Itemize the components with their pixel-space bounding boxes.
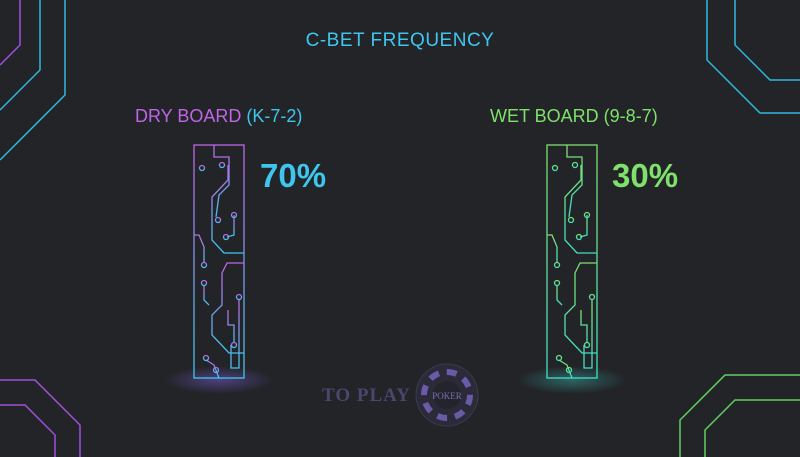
dry-board-cards: (K-7-2) [246,106,303,126]
svg-text:POKER: POKER [432,391,462,401]
circuit-node [212,366,220,374]
circuit-node [583,341,591,349]
wet-bar-glow [517,366,627,394]
circuit-node [551,164,559,172]
circuit-trace [213,145,230,218]
circuit-trace [211,165,244,254]
circuit-trace [547,234,558,263]
circuit-node [230,341,238,349]
circuit-node [588,293,596,301]
circuit-node [198,164,206,172]
circuit-node [553,279,561,287]
circuit-trace [580,310,588,343]
circuit-trace [556,285,563,306]
corner-decoration-bottom-left [0,379,81,457]
watermark-poker-chip-logo: POKER [415,363,479,427]
circuit-node [567,216,575,224]
circuit-trace [558,359,573,379]
dry-board-value-label: 70% [260,157,327,194]
circuit-node [200,279,208,287]
chart-title: C-BET FREQUENCY [305,30,495,51]
circuit-node [565,366,573,374]
circuit-node [555,354,563,362]
circuit-node [575,233,583,241]
watermark-text: TO PLAY [322,385,411,406]
circuit-node [235,293,243,301]
wet-board-value-label: 30% [612,157,679,194]
circuit-node [571,161,579,169]
circuit-node [218,161,226,169]
circuit-node [583,211,591,219]
circuit-trace [227,310,235,343]
circuit-trace [579,215,588,238]
circuit-node [202,354,210,362]
dry-board-label: DRY BOARD (K-7-2) [135,106,302,127]
circuit-trace [230,300,240,369]
circuit-node [214,216,222,224]
circuit-trace [564,262,597,354]
wet-board-label: WET BOARD (9-8-7) [490,106,658,126]
dry-board-bar [193,144,245,379]
circuit-trace [566,145,583,218]
wet-board-bar [546,144,598,379]
circuit-trace [205,359,220,379]
dry-board-name: DRY BOARD [135,106,242,126]
circuit-trace [203,285,210,306]
circuit-trace [564,165,597,254]
circuit-node [230,211,238,219]
corner-decoration-bottom-right [679,374,800,457]
dry-bar-glow [164,366,274,394]
corner-decoration-top-left [0,0,66,161]
corner-decoration-top-right [706,0,800,114]
circuit-node [222,233,230,241]
circuit-trace [583,300,593,369]
circuit-trace [194,234,205,263]
circuit-trace [226,215,235,238]
circuit-trace [211,262,244,354]
circuit-node [553,261,561,269]
circuit-node [200,261,208,269]
